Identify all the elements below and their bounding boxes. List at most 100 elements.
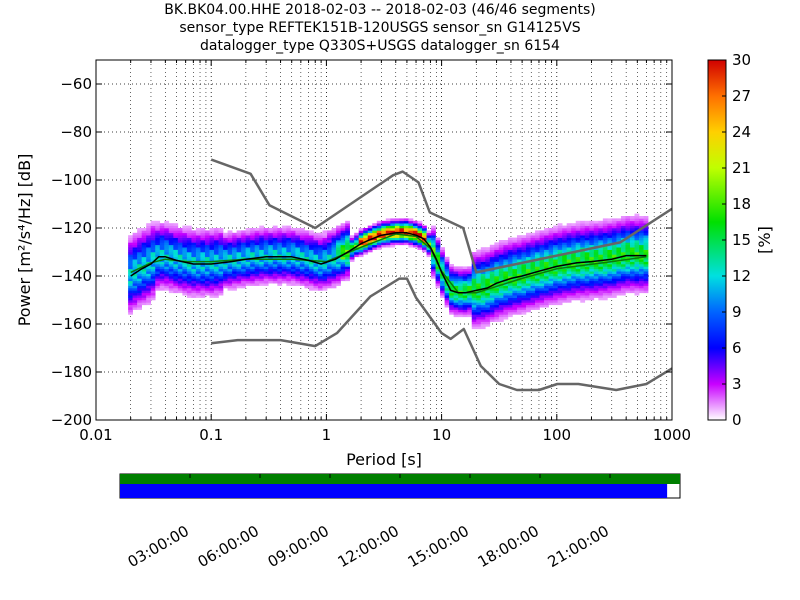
heatmap-cell <box>530 290 536 294</box>
heatmap-cell <box>299 242 305 246</box>
heatmap-cell <box>295 247 301 250</box>
heatmap-cell <box>571 295 577 298</box>
heatmap-cell <box>295 271 301 274</box>
heatmap-cell <box>204 278 210 282</box>
heatmap-cell <box>512 307 518 310</box>
heatmap-cell <box>259 254 265 258</box>
heatmap-cell <box>308 261 314 265</box>
heatmap-cell <box>376 242 382 246</box>
heatmap-cell <box>209 232 215 236</box>
heatmap-cell <box>616 237 622 241</box>
heatmap-cell <box>566 297 572 301</box>
heatmap-cell <box>345 223 350 226</box>
heatmap-cell <box>575 237 581 241</box>
heatmap-cell <box>643 285 649 289</box>
colorbar-tick-label: 15 <box>732 231 751 249</box>
heatmap-cell <box>227 242 233 246</box>
heatmap-cell <box>566 240 572 243</box>
heatmap-cell <box>530 295 536 298</box>
heatmap-cell <box>440 292 445 296</box>
heatmap-cell <box>639 220 644 224</box>
heatmap-cell <box>580 237 586 241</box>
heatmap-cell <box>526 307 531 310</box>
heatmap-cell <box>521 264 527 267</box>
heatmap-cell <box>507 302 513 306</box>
heatmap-cell <box>259 259 265 262</box>
heatmap-cell <box>173 273 179 277</box>
heatmap-cell <box>132 278 138 282</box>
heatmap-cell <box>281 225 287 229</box>
heatmap-cell <box>471 256 477 260</box>
heatmap-cell <box>345 266 350 270</box>
heatmap-cell <box>485 285 491 289</box>
heatmap-cell <box>629 276 635 279</box>
heatmap-cell <box>241 259 246 262</box>
heatmap-cell <box>299 249 305 253</box>
heatmap-cell <box>593 225 599 229</box>
heatmap-cell <box>548 249 554 253</box>
heatmap-cell <box>629 285 635 289</box>
heatmap-cell <box>318 237 323 241</box>
heatmap-cell <box>232 276 237 279</box>
heatmap-cell <box>643 242 649 246</box>
heatmap-cell <box>498 244 504 248</box>
heatmap-cell <box>218 249 224 253</box>
heatmap-cell <box>232 244 237 248</box>
heatmap-cell <box>268 244 274 248</box>
heatmap-cell <box>331 276 337 279</box>
heatmap-cell <box>186 244 192 248</box>
heatmap-cell <box>476 278 482 282</box>
heatmap-cell <box>141 288 147 291</box>
heatmap-cell <box>480 249 486 253</box>
heatmap-cell <box>186 256 192 260</box>
heatmap-cell <box>345 230 350 234</box>
heatmap-cell <box>223 278 228 282</box>
heatmap-cell <box>602 290 608 294</box>
heatmap-cell <box>182 268 188 272</box>
heatmap-cell <box>467 297 473 301</box>
heatmap-cell <box>544 273 549 277</box>
heatmap-cell <box>539 292 545 296</box>
heatmap-cell <box>227 266 233 270</box>
heatmap-cell <box>263 235 269 238</box>
heatmap-cell <box>394 235 400 238</box>
heatmap-cell <box>453 300 459 303</box>
heatmap-cell <box>516 280 522 284</box>
heatmap-cell <box>245 232 251 236</box>
heatmap-cell <box>634 213 640 217</box>
heatmap-cell <box>195 235 201 238</box>
colorbar-tick-label: 3 <box>732 375 742 393</box>
heatmap-cell <box>146 252 152 255</box>
x-axis: 0.01 0.1 1 10 100 1000 <box>79 60 691 444</box>
heatmap-cell <box>629 242 635 246</box>
heatmap-cell <box>616 285 622 289</box>
heatmap-cell <box>290 283 296 286</box>
heatmap-cell <box>209 261 215 265</box>
heatmap-cell <box>426 247 432 250</box>
heatmap-cell <box>304 261 310 265</box>
heatmap-cell <box>625 225 631 229</box>
heatmap-cell <box>530 240 536 243</box>
heatmap-cell <box>177 280 183 284</box>
heatmap-cell <box>526 288 531 291</box>
heatmap-cell <box>358 254 364 258</box>
heatmap-cell <box>186 240 192 243</box>
heatmap-cell <box>168 261 174 265</box>
heatmap-cell <box>589 273 595 277</box>
heatmap-cell <box>431 271 436 274</box>
title-line-2: sensor_type REFTEK151B-120USGS sensor_sn… <box>179 20 581 36</box>
heatmap-cell <box>553 268 558 272</box>
heatmap-cell <box>440 283 445 286</box>
heatmap-cell <box>308 264 314 267</box>
heatmap-cell <box>137 237 142 241</box>
heatmap-cell <box>467 307 473 310</box>
heatmap-cell <box>584 292 590 296</box>
heatmap-cell <box>173 261 179 265</box>
heatmap-cell <box>349 242 355 246</box>
heatmap-cell <box>372 237 378 241</box>
heatmap-cell <box>489 300 495 303</box>
heatmap-cell <box>191 261 197 265</box>
heatmap-cell <box>340 228 346 231</box>
heatmap-cell <box>480 264 486 267</box>
heatmap-cell <box>159 288 165 291</box>
